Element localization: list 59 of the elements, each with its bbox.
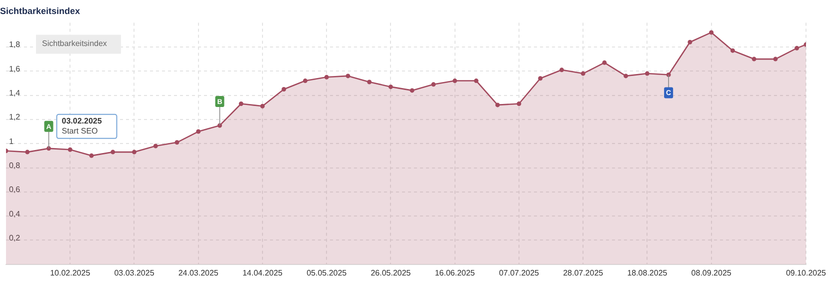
y-tick-label: 1,6 xyxy=(9,64,21,74)
x-tick-label: 26.05.2025 xyxy=(370,268,412,278)
point xyxy=(624,74,628,78)
point xyxy=(431,82,436,87)
point xyxy=(773,56,778,62)
point xyxy=(367,80,372,84)
point xyxy=(68,147,72,152)
x-tick-label: 05.05.2025 xyxy=(306,268,348,278)
y-tick-label: 0,8 xyxy=(9,160,21,170)
point xyxy=(709,30,714,35)
chart-title: Sichtbarkeitsindex xyxy=(0,6,80,16)
x-tick-label: 03.03.2025 xyxy=(114,268,155,278)
point xyxy=(730,48,735,53)
point xyxy=(580,71,586,76)
point xyxy=(495,102,500,108)
x-tick-label: 07.07.2025 xyxy=(498,268,540,278)
point xyxy=(410,88,414,93)
annotation: Start SEO xyxy=(62,126,98,136)
point xyxy=(282,86,286,92)
point xyxy=(752,56,756,62)
x-tick-label: 14.04.2025 xyxy=(242,268,284,278)
point xyxy=(238,101,244,106)
y-tick-label: 1 xyxy=(9,136,14,146)
point xyxy=(25,150,30,154)
point xyxy=(302,78,308,84)
point xyxy=(644,71,650,76)
point xyxy=(452,78,458,84)
annotation: 03.02.2025 xyxy=(62,116,102,126)
x-tick-label: 10.02.2025 xyxy=(50,268,91,278)
point xyxy=(538,76,543,81)
point xyxy=(794,46,800,50)
y-tick-label: 1,8 xyxy=(9,40,21,50)
x-tick-label: 09.10.2025 xyxy=(786,268,827,278)
x-tick-label: 18.08.2025 xyxy=(627,268,668,278)
point xyxy=(516,101,522,106)
point xyxy=(110,150,116,154)
point xyxy=(324,74,329,80)
y-tick-label: 1,2 xyxy=(9,112,21,122)
point xyxy=(474,78,478,84)
point xyxy=(89,153,94,158)
point xyxy=(602,60,607,65)
point xyxy=(559,68,564,72)
point xyxy=(174,140,180,145)
point xyxy=(346,74,350,78)
point xyxy=(153,144,158,148)
text: Sichtbarkeitsindex xyxy=(42,39,107,48)
y-tick-label: 1,4 xyxy=(9,88,21,98)
point xyxy=(132,150,136,154)
point xyxy=(688,40,692,44)
point xyxy=(388,84,393,90)
x-tick-label: 16.06.2025 xyxy=(434,268,476,278)
x-tick-label: 24.03.2025 xyxy=(178,268,219,278)
y-tick-label: 0,6 xyxy=(9,185,21,194)
point xyxy=(260,104,265,108)
point xyxy=(196,129,201,134)
y-tick-label: 0,2 xyxy=(9,233,21,242)
x-tick-label: 28.07.2025 xyxy=(563,268,604,278)
y-tick-label: 0,4 xyxy=(9,209,21,218)
x-tick-label: 08.09.2025 xyxy=(691,268,732,278)
